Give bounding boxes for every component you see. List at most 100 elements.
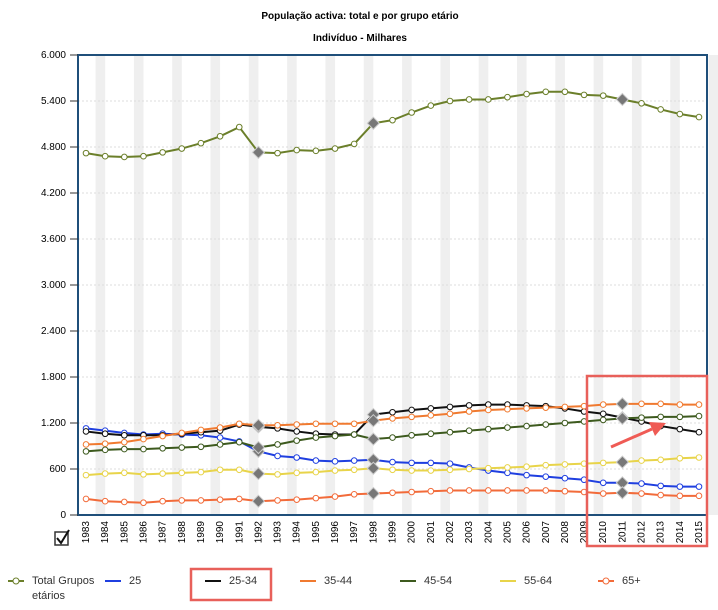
point-marker [599,401,607,408]
point-marker [389,415,396,422]
point-marker [695,401,703,408]
point-marker [101,430,109,438]
point-marker [523,422,530,430]
arrow [610,422,666,449]
point-marker [274,441,281,448]
x-tick-label: 1988 [177,521,188,544]
legend-label: Total Grupos etários [32,575,95,602]
checkbox-icon[interactable] [54,529,70,546]
point-marker [140,152,147,160]
point-marker [484,464,492,472]
point-marker [312,494,320,502]
point-marker [427,430,435,438]
y-tick-label: 1.200 [41,418,66,429]
point-marker [695,483,703,490]
y-tick-label: 2.400 [41,326,66,337]
point-marker [542,404,550,411]
point-marker [178,469,186,477]
point-marker [561,487,569,495]
x-tick-label: 1994 [292,521,303,544]
point-marker [293,428,301,435]
point-marker [484,487,492,494]
point-marker [465,487,473,494]
point-marker [82,428,90,435]
point-marker [82,495,90,503]
lines [82,88,703,508]
point-marker [121,445,128,453]
point-marker [197,426,205,434]
point-marker [695,454,703,461]
legend-swatch [105,580,121,582]
point-marker [561,461,569,468]
point-marker [121,438,128,446]
point-marker [216,496,224,503]
point-marker [542,461,550,469]
point-marker [235,420,243,428]
x-tick-label: 1989 [196,521,207,544]
point-marker [293,421,301,428]
point-marker [216,466,224,474]
x-tick-label: 1991 [234,521,245,544]
legend-label: 45-54 [424,575,453,587]
point-marker [312,468,320,476]
point-marker [293,469,301,477]
point-marker [159,497,166,505]
legend-item[interactable]: 25-34 [205,574,299,589]
y-tick-label: 600 [49,464,66,475]
point-marker [216,434,224,441]
point-marker [312,420,320,428]
legend-item[interactable]: 65+ [598,574,692,589]
legend-item[interactable]: 35-44 [300,574,394,589]
point-marker [484,401,492,408]
point-marker [446,428,454,436]
point-marker [121,431,128,439]
x-tick-label: 2012 [637,521,648,544]
point-marker [446,403,454,411]
legend-item[interactable]: Total Grupos etários [8,574,102,604]
legend-label: 55-64 [524,575,553,587]
legend-item[interactable]: 55-64 [500,574,594,589]
point-marker [615,455,630,469]
y-tick-label: 3.000 [41,280,66,291]
point-marker [504,464,511,471]
point-marker [331,432,339,440]
legend-item[interactable]: 25 [105,574,199,589]
point-marker [121,469,128,477]
y-tick-label: 3.600 [41,234,66,245]
point-marker [676,425,684,433]
point-marker [274,471,281,478]
point-marker [312,434,320,441]
y-tick-label: 4.800 [41,142,66,153]
x-tick-label: 2005 [502,521,513,544]
point-marker [615,92,630,107]
point-marker [197,497,205,504]
point-marker [695,113,703,121]
band [555,55,565,515]
point-marker [615,486,630,500]
point-marker [523,405,530,412]
point-marker [408,431,415,439]
point-marker [178,145,186,152]
band [708,55,718,515]
x-tick-label: 2004 [483,521,494,544]
legend-item[interactable]: 45-54 [400,574,494,589]
point-marker [178,429,186,437]
point-marker [599,479,607,487]
point-marker [389,434,396,441]
point-marker [408,459,415,467]
point-marker [695,428,703,436]
point-marker [274,452,281,460]
x-tick-label: 1986 [138,521,149,544]
point-marker [82,149,90,157]
point-marker [638,400,645,408]
point-marker [638,457,645,464]
point-marker [197,139,205,147]
legend: Total Grupos etários 25 25-34 35-44 45-54 55-… [0,574,718,610]
point-marker [216,424,224,431]
point-marker [599,410,607,418]
band [172,55,182,515]
point-marker [366,432,381,446]
highlight-box [189,567,273,602]
band [631,55,642,515]
